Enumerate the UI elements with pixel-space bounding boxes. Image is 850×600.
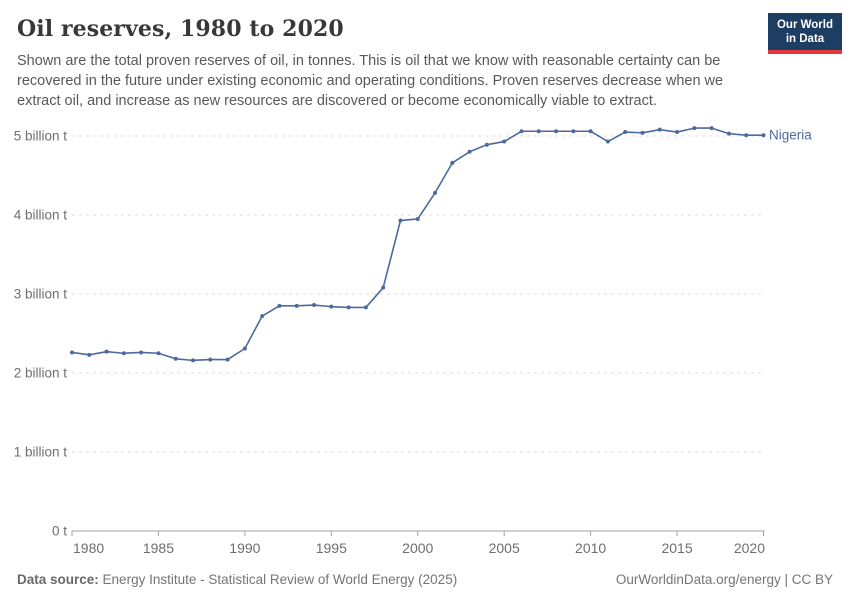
y-axis-label: 2 billion t <box>14 366 68 381</box>
y-axis-label: 0 t <box>52 524 67 539</box>
data-point <box>588 129 593 134</box>
data-point <box>761 133 766 138</box>
data-point <box>675 130 680 135</box>
data-point <box>744 133 749 138</box>
entity-label: Nigeria <box>769 128 812 143</box>
data-point <box>502 139 507 144</box>
chart-header: Oil reserves, 1980 to 2020 Shown are the… <box>17 16 833 111</box>
data-point <box>70 350 74 355</box>
data-point <box>536 129 541 134</box>
data-point <box>312 303 317 308</box>
owid-logo: Our World in Data <box>768 13 842 54</box>
data-point <box>87 352 92 357</box>
data-source-label: Data source: <box>17 572 99 587</box>
chart-title: Oil reserves, 1980 to 2020 <box>17 16 344 42</box>
data-point <box>605 139 610 144</box>
x-axis-label: 2005 <box>489 540 520 556</box>
data-point <box>191 358 196 363</box>
data-point <box>571 129 576 134</box>
x-axis-label: 2015 <box>661 540 692 556</box>
data-point <box>467 149 472 154</box>
owid-logo-line2: in Data <box>785 33 825 46</box>
chart-svg: 0 t 1 billion t 2 billion t 3 billion t 4 bi… <box>14 126 812 556</box>
data-point <box>450 160 455 165</box>
chart-subtitle: Shown are the total proven reserves of o… <box>17 53 724 109</box>
data-point <box>726 131 731 136</box>
chart-footer: Data source: Energy Institute - Statisti… <box>0 572 850 587</box>
y-axis-label: 1 billion t <box>14 445 68 460</box>
data-point <box>242 346 247 351</box>
data-point <box>398 218 403 223</box>
x-axis-label: 2020 <box>734 540 765 556</box>
data-point <box>329 304 334 309</box>
data-point <box>433 190 438 195</box>
data-point <box>519 129 524 134</box>
data-point <box>139 350 144 355</box>
data-point <box>415 216 420 221</box>
data-point <box>208 357 213 362</box>
data-point <box>225 357 230 362</box>
data-point <box>346 305 351 310</box>
data-point <box>156 351 161 356</box>
x-axis-label: 1985 <box>143 540 174 556</box>
owid-logo-line1: Our World <box>776 19 833 31</box>
data-point <box>294 303 299 308</box>
x-axis-label: 2000 <box>402 540 433 556</box>
y-axis-label: 4 billion t <box>14 208 68 223</box>
y-axis-label: 5 billion t <box>14 129 68 144</box>
data-point <box>657 127 662 132</box>
y-axis-label: 3 billion t <box>14 287 68 302</box>
data-point <box>484 142 489 147</box>
data-source-text: Energy Institute - Statistical Review of… <box>102 572 458 587</box>
footer-credit: OurWorldinData.org/energy | CC BY <box>615 572 833 587</box>
x-axis-label: 1980 <box>73 540 104 556</box>
data-point <box>692 126 697 131</box>
data-point <box>640 130 645 135</box>
data-point <box>381 285 386 290</box>
data-point <box>554 129 559 134</box>
data-point <box>363 305 368 310</box>
data-line <box>71 127 764 362</box>
data-point <box>104 349 109 354</box>
data-point <box>121 351 126 356</box>
x-axis-label: 1990 <box>229 540 260 556</box>
x-axis-label: 1995 <box>316 540 347 556</box>
data-point <box>260 314 265 319</box>
data-point <box>173 356 178 361</box>
x-axis-label: 2010 <box>575 540 606 556</box>
data-point <box>277 303 282 308</box>
data-source: Data source: Energy Institute - Statisti… <box>17 572 457 587</box>
data-point <box>709 126 714 131</box>
data-point <box>623 130 628 135</box>
